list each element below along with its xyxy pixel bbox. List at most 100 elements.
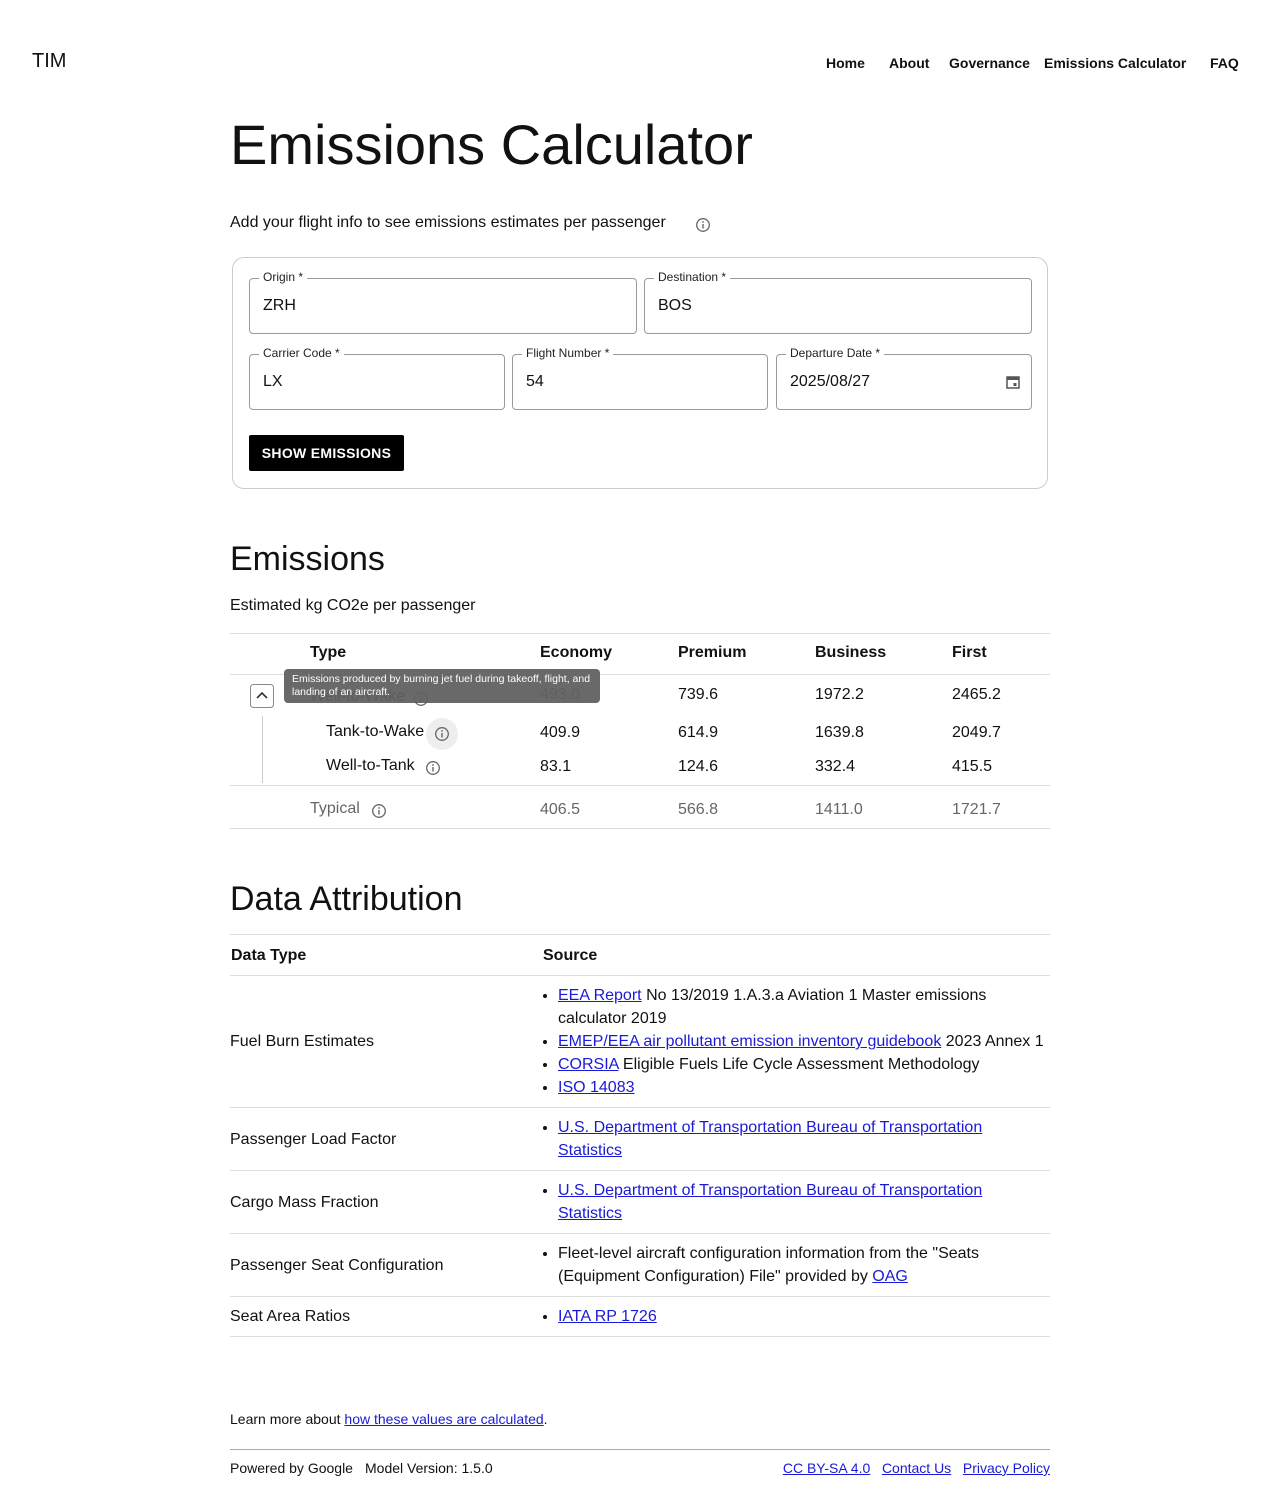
origin-field[interactable]: Origin * ZRH (249, 270, 637, 334)
learn-more: Learn more about how these values are ca… (230, 1411, 548, 1427)
data-type: Passenger Load Factor (230, 1107, 542, 1171)
footer-links: CC BY-SA 4.0 Contact Us Privacy Policy (783, 1460, 1050, 1476)
info-icon[interactable] (695, 217, 711, 233)
table-border (230, 828, 1050, 829)
data-type: Fuel Burn Estimates (230, 975, 542, 1108)
value-cell: 332.4 (815, 758, 856, 775)
value-cell: 83.1 (540, 758, 572, 775)
info-icon[interactable] (425, 760, 441, 776)
source-link[interactable]: OAG (872, 1268, 908, 1285)
learn-more-end: . (543, 1411, 548, 1427)
field-label: Destination * (654, 270, 731, 284)
field-label: Flight Number * (522, 346, 614, 360)
source-link[interactable]: U.S. Department of Transportation Bureau… (558, 1182, 983, 1222)
form-card: Origin * ZRH Destination * BOS Carrier Cod… (232, 257, 1048, 489)
field-label: Departure Date * (786, 346, 885, 360)
date-field[interactable]: Departure Date * 2025/08/27 (776, 346, 1032, 410)
field-value: BOS (658, 297, 692, 314)
column-header: Data Type (230, 934, 542, 976)
collapse-button[interactable] (250, 684, 274, 708)
column-header: Type (310, 644, 347, 661)
destination-field[interactable]: Destination * BOS (644, 270, 1032, 334)
column-header: Premium (678, 644, 747, 661)
source-text: 2023 Annex 1 (945, 1033, 1044, 1050)
field-label: Carrier Code * (259, 346, 344, 360)
footer-link[interactable]: Privacy Policy (962, 1460, 1050, 1476)
value-cell: 2049.7 (952, 724, 1001, 741)
table-border (230, 785, 1050, 786)
source-item: EEA Report No 13/2019 1.A.3.a Aviation 1… (558, 984, 1050, 1030)
source-text: No 13/2019 1.A.3.a Aviation 1 Master emi… (558, 987, 987, 1027)
footer-link[interactable]: CC BY-SA 4.0 (782, 1460, 871, 1476)
section-title: Emissions (230, 540, 385, 578)
value-cell: 1639.8 (815, 724, 864, 741)
model-version: Model Version: 1.5.0 (365, 1460, 493, 1476)
value-cell: 1411.0 (815, 801, 863, 818)
sources: IATA RP 1726 (542, 1296, 1050, 1337)
sources: Fleet-level aircraft configuration infor… (542, 1233, 1050, 1297)
footer-divider (230, 1449, 1050, 1450)
logo[interactable]: TIM (32, 50, 67, 72)
source-text: Eligible Fuels Life Cycle Assessment Met… (622, 1056, 980, 1073)
footer-link[interactable]: Contact Us (881, 1460, 952, 1476)
tooltip: Emissions produced by burning jet fuel d… (284, 669, 600, 703)
value-cell: 124.6 (678, 758, 719, 775)
source-item: Fleet-level aircraft configuration infor… (558, 1242, 1050, 1288)
nav-link[interactable]: Emissions Calculator (1044, 55, 1187, 71)
source-item: U.S. Department of Transportation Bureau… (558, 1116, 1050, 1162)
type-cell: Tank-to-Wake (326, 723, 425, 740)
source-item: EMEP/EEA air pollutant emission inventor… (558, 1030, 1050, 1053)
data-type: Passenger Seat Configuration (230, 1233, 542, 1297)
value-cell: 2465.2 (952, 686, 1001, 703)
nav-link[interactable]: About (889, 55, 930, 71)
sources: EEA Report No 13/2019 1.A.3.a Aviation 1… (542, 975, 1050, 1108)
column-header: First (952, 644, 987, 661)
nav-link[interactable]: FAQ (1210, 55, 1239, 71)
column-header: Business (815, 644, 887, 661)
learn-more-link[interactable]: how these values are calculated (344, 1411, 544, 1427)
value-cell: 739.6 (678, 686, 719, 703)
source-link[interactable]: ISO 14083 (558, 1079, 635, 1096)
field-label: Origin * (259, 270, 308, 284)
learn-more-text: Learn more about (230, 1411, 341, 1427)
source-item: ISO 14083 (558, 1076, 1050, 1099)
section-subtitle: Estimated kg CO2e per passenger (230, 597, 476, 614)
column-header: Economy (540, 644, 613, 661)
source-link[interactable]: EMEP/EEA air pollutant emission inventor… (558, 1033, 942, 1050)
nav-link[interactable]: Governance (949, 55, 1030, 71)
value-cell: 415.5 (952, 758, 993, 775)
field-value: 2025/08/27 (790, 373, 871, 390)
source-item: CORSIA Eligible Fuels Life Cycle Assessm… (558, 1053, 1050, 1076)
sources: U.S. Department of Transportation Bureau… (542, 1107, 1050, 1171)
carrier-field[interactable]: Carrier Code * LX (249, 346, 505, 410)
info-icon[interactable] (371, 803, 387, 819)
nav-link[interactable]: Home (826, 55, 865, 71)
field-value: LX (263, 373, 283, 390)
type-cell: Typical (310, 800, 360, 817)
source-item: U.S. Department of Transportation Bureau… (558, 1179, 1050, 1225)
page-title: Emissions Calculator (230, 113, 753, 176)
info-icon[interactable] (434, 726, 450, 742)
intro: Add your flight info to see emissions es… (230, 214, 666, 231)
section-title: Data Attribution (230, 880, 463, 918)
source-link[interactable]: CORSIA (558, 1056, 619, 1073)
data-type: Seat Area Ratios (230, 1296, 542, 1337)
source-link[interactable]: EEA Report (558, 987, 642, 1004)
source-link[interactable]: U.S. Department of Transportation Bureau… (558, 1119, 983, 1159)
data-type: Cargo Mass Fraction (230, 1170, 542, 1234)
value-cell: 1721.7 (952, 801, 1001, 818)
flight-number-field[interactable]: Flight Number * 54 (512, 346, 768, 410)
calendar-icon[interactable] (1005, 374, 1021, 390)
powered-by: Powered by Google (230, 1460, 353, 1476)
tree-line (262, 716, 263, 783)
source-text: Fleet-level aircraft configuration infor… (558, 1245, 979, 1285)
source-link[interactable]: IATA RP 1726 (558, 1308, 657, 1325)
show-emissions-button[interactable]: SHOW EMISSIONS (249, 435, 404, 471)
value-cell: 614.9 (678, 724, 719, 741)
field-value: 54 (526, 373, 544, 390)
source-item: IATA RP 1726 (558, 1305, 1050, 1328)
type-cell: Well-to-Tank (326, 757, 415, 774)
value-cell: 409.9 (540, 724, 581, 741)
